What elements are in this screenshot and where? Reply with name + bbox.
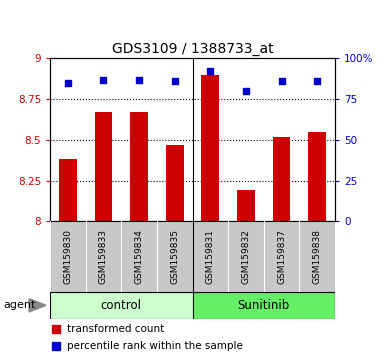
Bar <box>85 221 121 292</box>
Text: agent: agent <box>4 300 36 310</box>
Bar <box>130 112 148 221</box>
Text: GSM159838: GSM159838 <box>313 229 321 284</box>
Polygon shape <box>29 299 46 312</box>
Text: control: control <box>101 299 142 312</box>
Bar <box>228 221 264 292</box>
Text: percentile rank within the sample: percentile rank within the sample <box>67 341 243 351</box>
Text: GSM159837: GSM159837 <box>277 229 286 284</box>
Text: GSM159831: GSM159831 <box>206 229 215 284</box>
Bar <box>166 145 184 221</box>
Bar <box>59 159 77 221</box>
Bar <box>308 132 326 221</box>
Bar <box>300 221 335 292</box>
Bar <box>95 112 112 221</box>
Point <box>278 78 285 84</box>
Bar <box>50 221 85 292</box>
Text: GSM159830: GSM159830 <box>64 229 72 284</box>
Bar <box>192 221 228 292</box>
Point <box>136 77 142 82</box>
Point <box>172 78 178 84</box>
Text: GSM159834: GSM159834 <box>135 229 144 284</box>
Text: transformed count: transformed count <box>67 324 164 333</box>
Bar <box>157 221 192 292</box>
FancyBboxPatch shape <box>192 292 335 319</box>
FancyBboxPatch shape <box>50 292 192 319</box>
Text: GSM159835: GSM159835 <box>170 229 179 284</box>
Text: GSM159833: GSM159833 <box>99 229 108 284</box>
Bar <box>264 221 300 292</box>
Bar <box>273 137 290 221</box>
Point <box>314 78 320 84</box>
Point <box>243 88 249 94</box>
Bar <box>121 221 157 292</box>
Bar <box>201 75 219 221</box>
Point <box>65 80 71 86</box>
Text: GSM159832: GSM159832 <box>241 229 250 284</box>
Point <box>207 69 213 74</box>
Text: Sunitinib: Sunitinib <box>238 299 290 312</box>
Title: GDS3109 / 1388733_at: GDS3109 / 1388733_at <box>112 42 273 56</box>
Point <box>100 77 107 82</box>
Bar <box>237 190 255 221</box>
